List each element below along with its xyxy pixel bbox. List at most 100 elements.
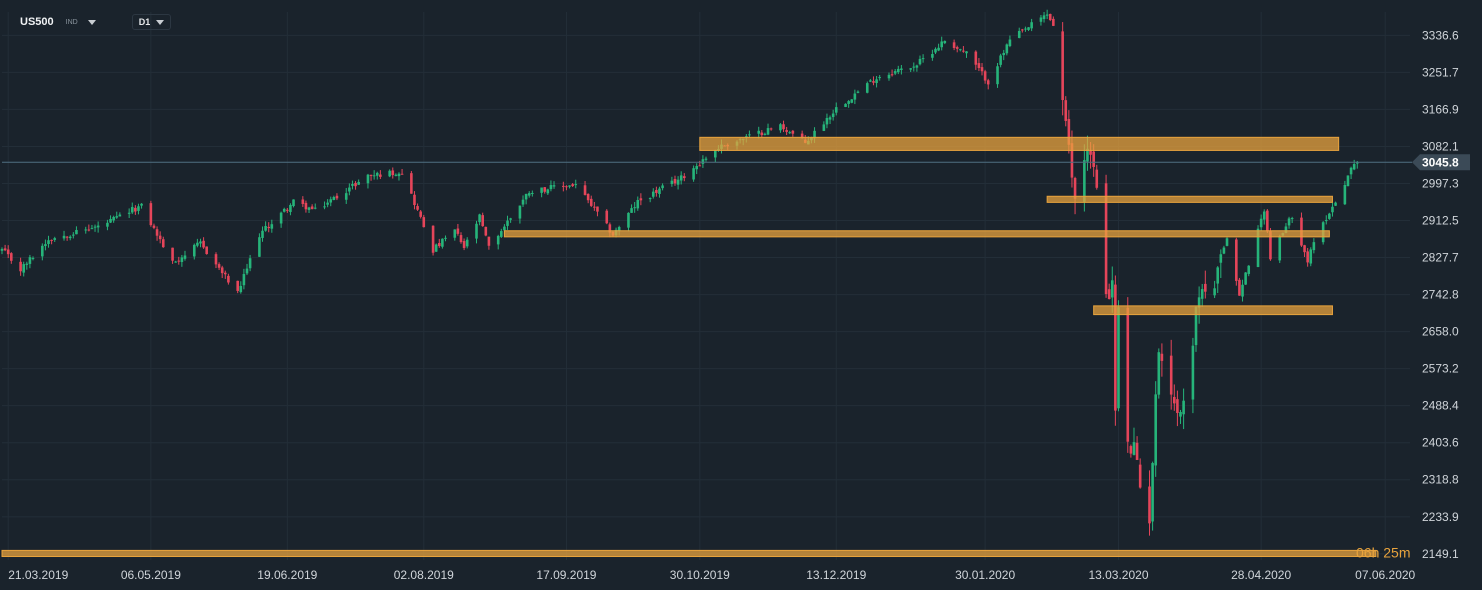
candle — [161, 236, 165, 248]
candle-body — [1107, 289, 1111, 300]
candle-body — [1157, 352, 1161, 395]
candle — [1017, 27, 1021, 39]
candle — [1352, 159, 1356, 171]
y-tick-label: 2997.3 — [1422, 176, 1459, 190]
candle — [562, 181, 565, 192]
candle-body — [782, 124, 785, 130]
candle-body — [6, 249, 10, 255]
candle-body — [856, 91, 860, 93]
candle-body — [248, 258, 252, 269]
candle — [565, 185, 568, 191]
candle-body — [617, 227, 621, 231]
candle — [369, 174, 373, 181]
candle-body — [437, 243, 441, 247]
candle-body — [813, 130, 816, 139]
candle — [955, 45, 959, 53]
candle — [10, 252, 13, 264]
candle — [351, 180, 354, 190]
candle-body — [999, 55, 1002, 65]
candle-body — [1204, 283, 1207, 292]
candle — [1160, 343, 1164, 377]
candle — [1176, 390, 1179, 427]
candle-body — [1349, 167, 1353, 175]
candle-body — [202, 240, 205, 248]
candle — [791, 129, 795, 137]
candle-body — [1030, 22, 1033, 29]
candle — [698, 160, 702, 167]
candle-body — [909, 68, 912, 70]
candle — [65, 235, 69, 241]
candle-body — [1247, 265, 1251, 274]
candle — [25, 261, 29, 270]
candle-body — [500, 231, 503, 237]
candle-body — [1114, 284, 1117, 411]
candle-body — [72, 234, 75, 236]
candle-body — [608, 224, 612, 233]
candle — [769, 127, 773, 131]
candle — [1247, 265, 1251, 277]
candle — [633, 202, 636, 213]
candle-body — [394, 174, 398, 176]
symbol-dropdown-icon[interactable] — [87, 19, 96, 25]
timeframe-selector[interactable]: D1 — [131, 14, 172, 30]
candle-body — [1352, 164, 1356, 170]
candle-body — [388, 170, 391, 177]
candle — [326, 199, 329, 208]
candle — [571, 182, 574, 188]
candle-body — [670, 180, 674, 185]
candle-body — [565, 186, 568, 188]
candle-body — [1235, 239, 1238, 281]
candle — [462, 238, 466, 251]
candle-body — [506, 220, 509, 226]
candle — [856, 90, 860, 94]
candle-body — [1200, 289, 1204, 299]
candle-body — [893, 71, 897, 74]
candle-body — [639, 198, 643, 201]
candle-body — [214, 254, 218, 265]
candle — [593, 201, 596, 211]
candle-body — [227, 275, 230, 283]
candle — [1182, 388, 1185, 430]
candle-body — [413, 194, 416, 206]
y-tick-label: 2233.9 — [1422, 510, 1459, 524]
candle-body — [875, 79, 878, 84]
candles — [0, 9, 1359, 536]
candle — [270, 219, 274, 233]
candle — [1216, 266, 1220, 293]
candle-body — [900, 68, 903, 70]
candle — [900, 65, 903, 75]
candle-body — [1008, 39, 1012, 47]
candle — [115, 211, 119, 219]
candle-body — [1042, 15, 1046, 20]
sr-zone — [699, 136, 1340, 151]
candle-body — [980, 67, 984, 72]
candle — [655, 186, 658, 197]
candle — [574, 179, 578, 189]
candle-body — [183, 255, 187, 259]
candle-body — [19, 261, 22, 272]
candle — [419, 210, 422, 219]
candle-body — [96, 225, 100, 228]
candle-body — [109, 218, 112, 223]
candle — [239, 281, 243, 294]
candle — [96, 221, 100, 233]
candle — [1200, 283, 1204, 307]
candle — [509, 217, 512, 223]
candle-body — [1334, 202, 1337, 206]
candle — [1300, 212, 1303, 247]
candle-body — [332, 197, 336, 201]
candle-body — [323, 206, 326, 208]
candle — [1039, 14, 1043, 26]
candle — [785, 126, 788, 135]
candle-body — [0, 249, 4, 251]
y-tick-label: 3336.6 — [1422, 28, 1459, 42]
candle — [999, 53, 1002, 68]
candle-body — [292, 199, 295, 207]
candle — [952, 39, 956, 51]
candle-body — [1092, 151, 1095, 167]
candle-body — [242, 274, 246, 286]
candle — [701, 155, 705, 168]
candle-body — [583, 185, 587, 195]
candle-body — [571, 184, 574, 187]
